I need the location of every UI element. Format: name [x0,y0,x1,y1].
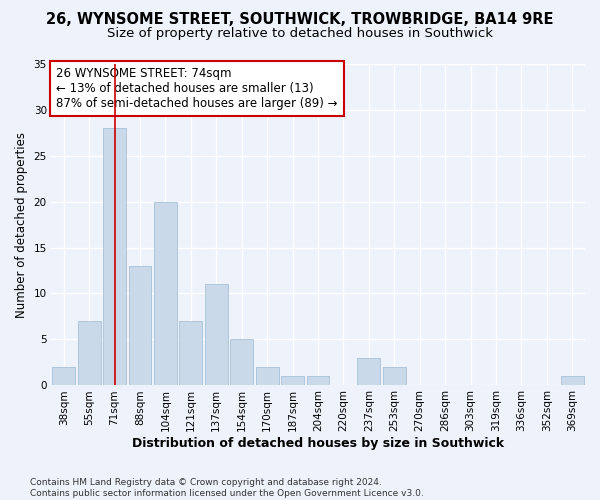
Bar [128,266,151,385]
Y-axis label: Number of detached properties: Number of detached properties [15,132,28,318]
Bar [179,321,202,385]
Bar [358,358,380,385]
Bar [77,321,101,385]
Bar [230,340,253,385]
Bar [256,367,278,385]
Text: 26, WYNSOME STREET, SOUTHWICK, TROWBRIDGE, BA14 9RE: 26, WYNSOME STREET, SOUTHWICK, TROWBRIDG… [46,12,554,28]
Bar [561,376,584,385]
Bar [205,284,228,385]
Bar [307,376,329,385]
Bar [52,367,75,385]
Text: 26 WYNSOME STREET: 74sqm
← 13% of detached houses are smaller (13)
87% of semi-d: 26 WYNSOME STREET: 74sqm ← 13% of detach… [56,67,338,110]
Text: Contains HM Land Registry data © Crown copyright and database right 2024.
Contai: Contains HM Land Registry data © Crown c… [30,478,424,498]
X-axis label: Distribution of detached houses by size in Southwick: Distribution of detached houses by size … [132,437,504,450]
Bar [154,202,177,385]
Text: Size of property relative to detached houses in Southwick: Size of property relative to detached ho… [107,28,493,40]
Bar [103,128,126,385]
Bar [281,376,304,385]
Bar [383,367,406,385]
